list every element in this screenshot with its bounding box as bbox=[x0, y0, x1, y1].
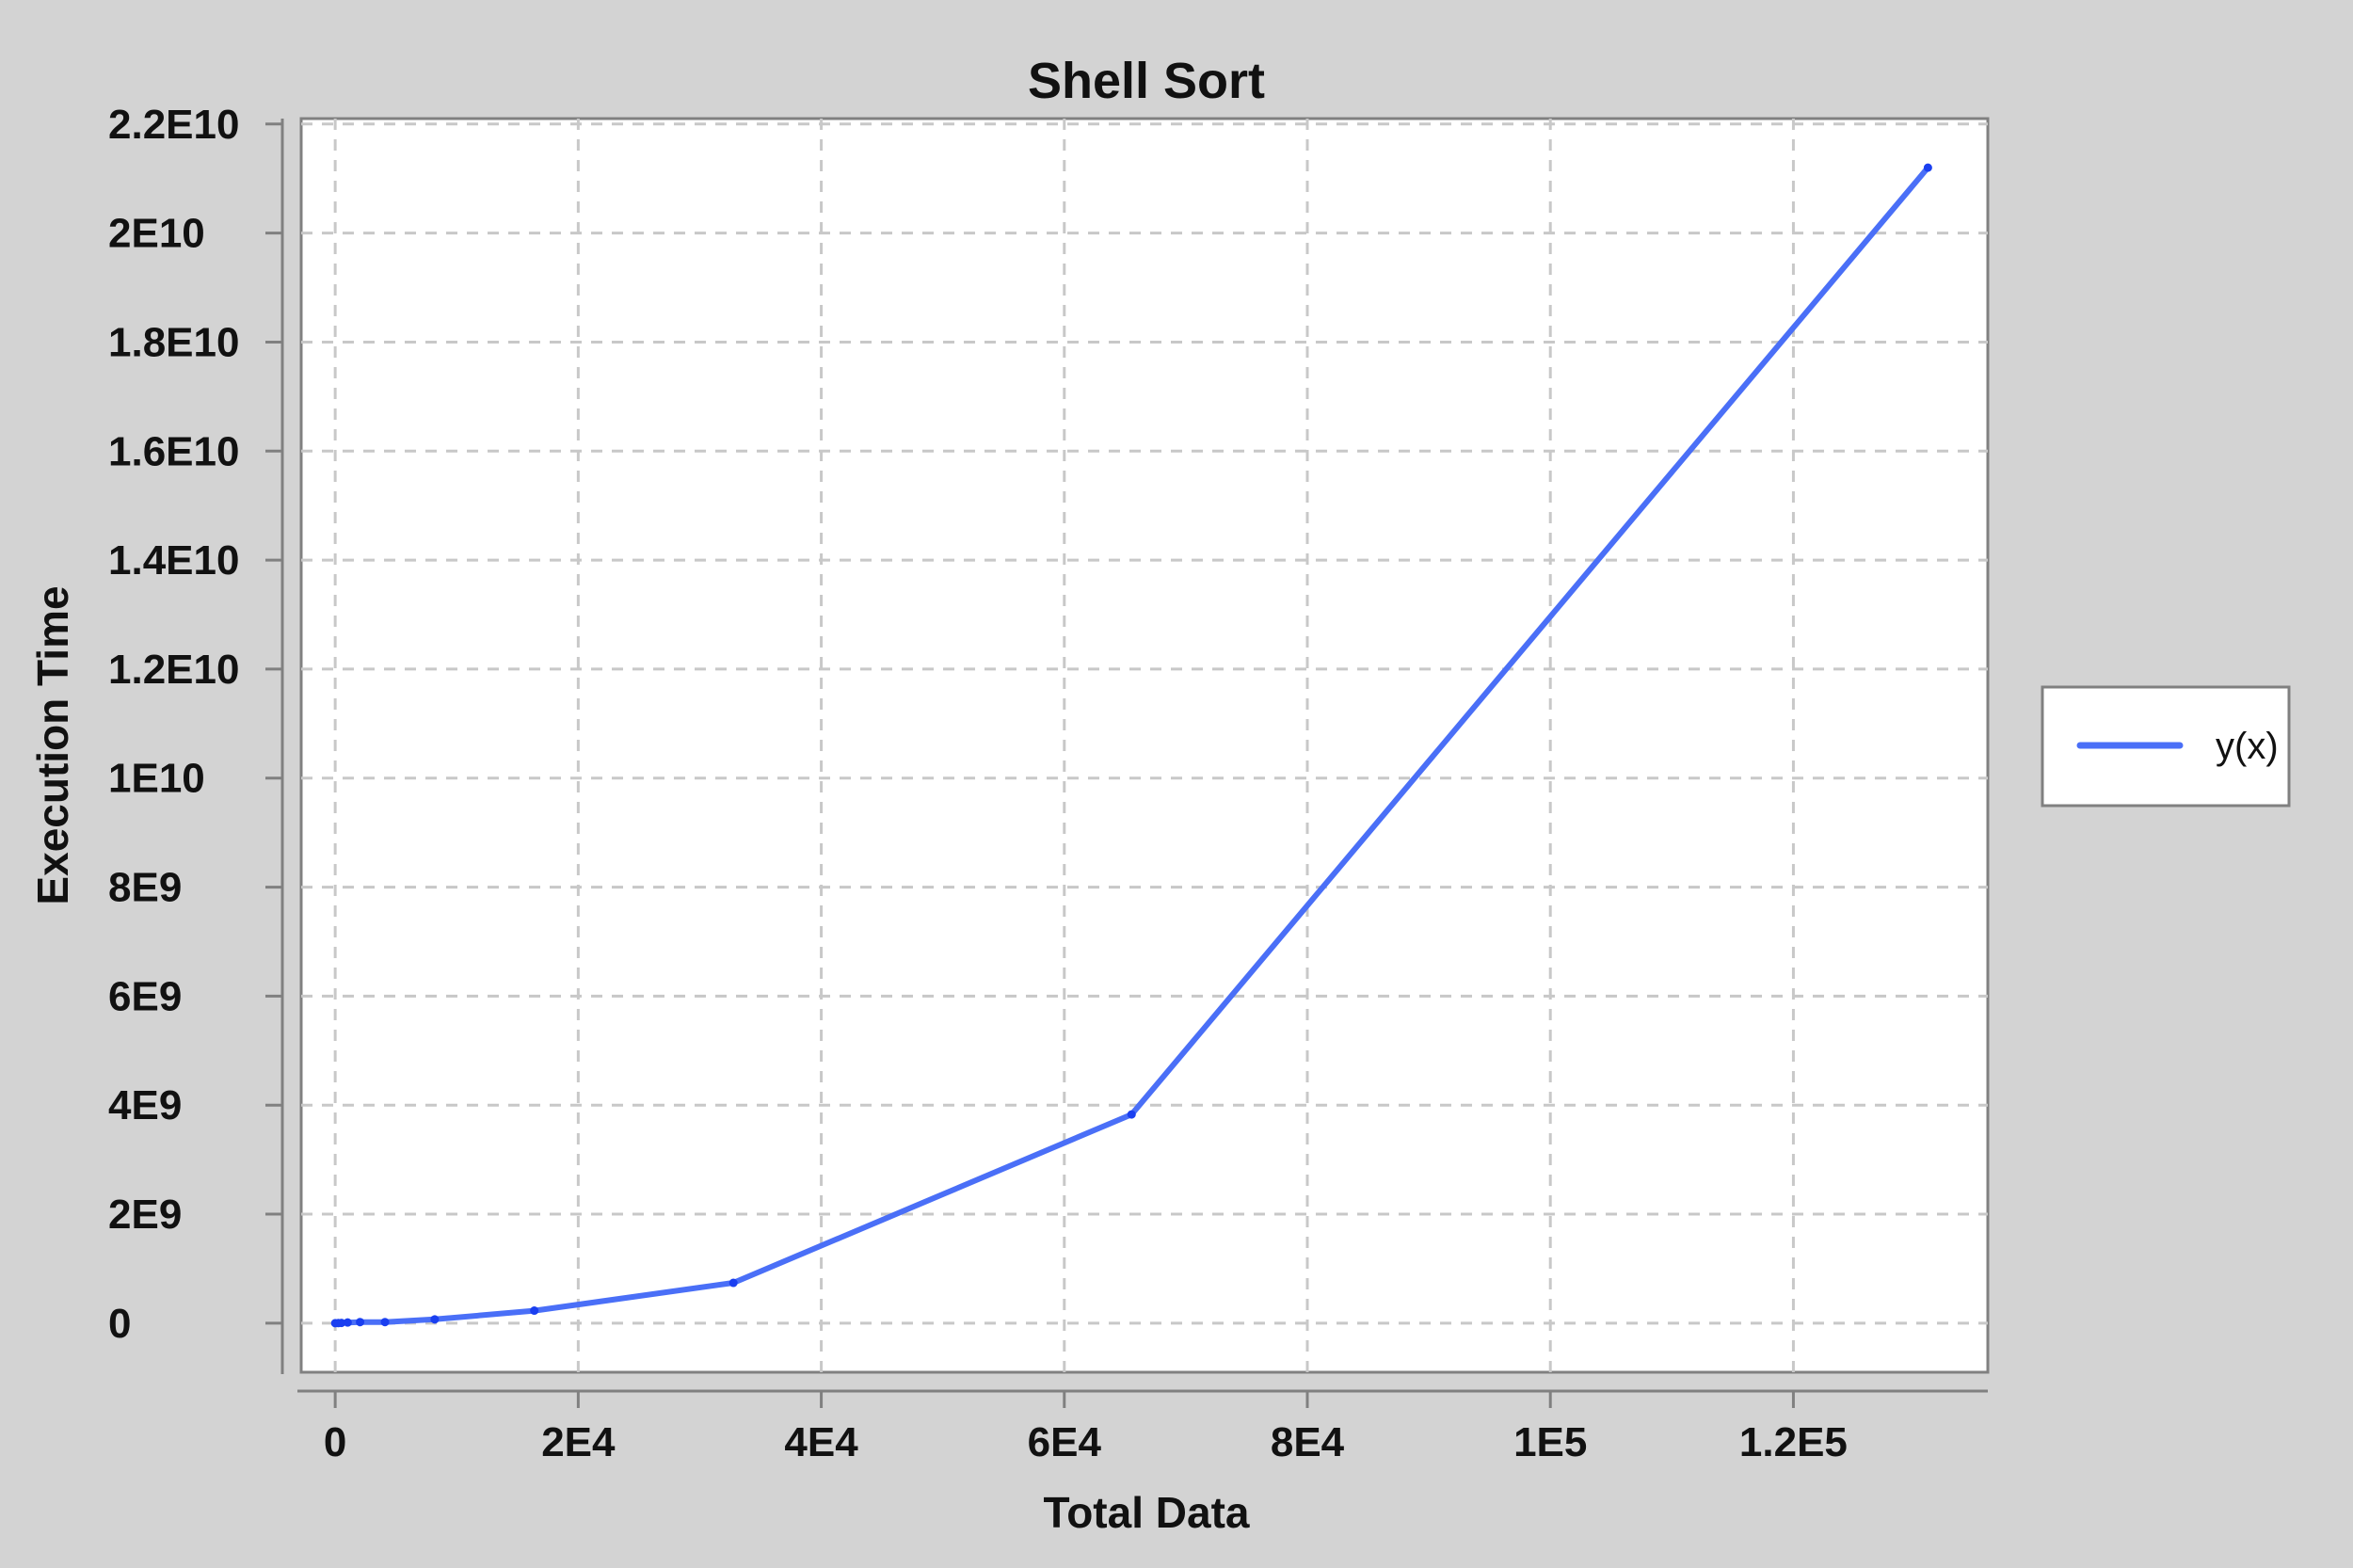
chart-title: Shell Sort bbox=[1028, 53, 1265, 109]
data-point-0-4 bbox=[356, 1318, 365, 1327]
legend-label-y-x: y(x) bbox=[2216, 726, 2279, 767]
x-tick-label-3: 6E4 bbox=[1028, 1419, 1102, 1465]
y-tick-label-10: 2E10 bbox=[108, 211, 205, 257]
x-tick-label-2: 4E4 bbox=[784, 1419, 858, 1465]
plot-area bbox=[299, 117, 1990, 1374]
data-point-0-8 bbox=[728, 1278, 738, 1288]
x-tick-label-5: 1E5 bbox=[1513, 1419, 1587, 1465]
x-tick-label-4: 8E4 bbox=[1271, 1419, 1345, 1465]
x-tick-label-0: 0 bbox=[324, 1419, 346, 1465]
y-tick-label-11: 2.2E10 bbox=[108, 102, 239, 148]
data-point-0-3 bbox=[343, 1318, 352, 1327]
y-tick-label-1: 2E9 bbox=[108, 1192, 182, 1238]
y-tick-label-6: 1.2E10 bbox=[108, 647, 239, 693]
series-layer bbox=[330, 163, 1932, 1328]
x-tick-label-6: 1.2E5 bbox=[1739, 1419, 1848, 1465]
data-point-0-6 bbox=[430, 1315, 440, 1324]
legend: y(x) bbox=[2041, 685, 2291, 808]
data-point-0-7 bbox=[530, 1306, 539, 1316]
data-point-0-2 bbox=[337, 1319, 346, 1328]
y-tick-label-9: 1.8E10 bbox=[108, 319, 239, 365]
data-point-0-10 bbox=[1923, 163, 1932, 172]
y-tick-label-7: 1.4E10 bbox=[108, 537, 239, 584]
y-tick-label-8: 1.6E10 bbox=[108, 428, 239, 474]
y-tick-label-3: 6E9 bbox=[108, 973, 182, 1019]
y-tick-label-5: 1E10 bbox=[108, 756, 205, 802]
axes: 0 2E9 4E9 6E9 8E9 1E10 1.2E10 1.4E10 1.6E10 1.8E1… bbox=[108, 102, 1988, 1465]
x-tick-label-1: 2E4 bbox=[541, 1419, 616, 1465]
x-axis-label: Total Data bbox=[1044, 1488, 1250, 1537]
y-tick-label-2: 4E9 bbox=[108, 1082, 182, 1128]
data-point-0-5 bbox=[380, 1318, 390, 1327]
y-axis-label: Execution Time bbox=[28, 585, 77, 904]
y-tick-label-0: 0 bbox=[108, 1301, 131, 1347]
y-tick-label-4: 8E9 bbox=[108, 865, 182, 911]
data-point-0-9 bbox=[1127, 1110, 1136, 1119]
